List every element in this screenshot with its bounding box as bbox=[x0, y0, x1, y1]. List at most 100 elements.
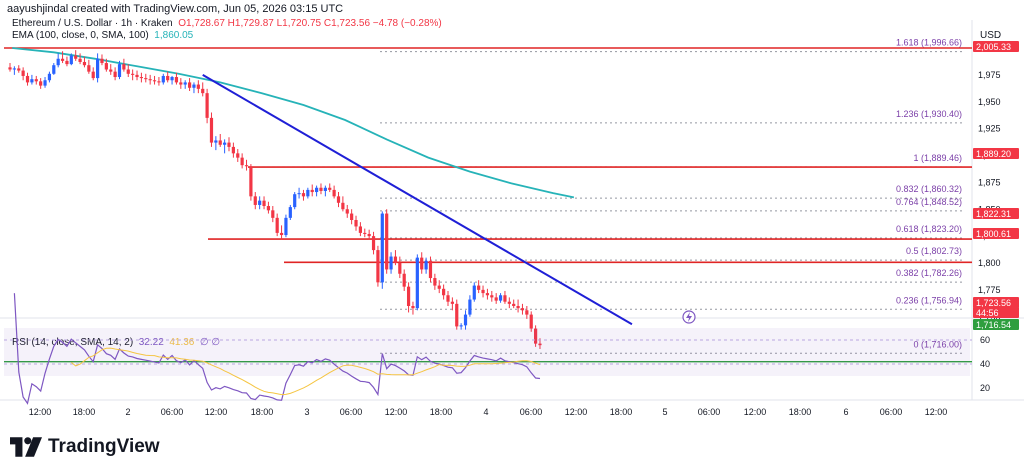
candle-body bbox=[358, 226, 362, 233]
candle-body bbox=[135, 74, 139, 78]
fib-level-label: 1.236 (1,930.40) bbox=[896, 109, 962, 119]
candle-body bbox=[345, 209, 349, 214]
fib-level-label: 0.5 (1,802.73) bbox=[906, 246, 962, 256]
candle-body bbox=[201, 88, 205, 94]
fib-level-label: 0 (1,716.00) bbox=[913, 339, 962, 349]
candle-body bbox=[113, 71, 117, 78]
fib-level-label: 0.832 (1,860.32) bbox=[896, 184, 962, 194]
candle-body bbox=[223, 142, 227, 145]
candle-body bbox=[122, 64, 126, 70]
ema-legend: EMA (100, close, 0, SMA, 100) 1,860.05 bbox=[12, 30, 193, 41]
time-tick-label: 18:00 bbox=[430, 407, 453, 417]
tradingview-logo-icon bbox=[10, 437, 42, 457]
price-badge bbox=[973, 41, 1019, 52]
rsi-band bbox=[4, 328, 970, 376]
candle-body bbox=[319, 187, 323, 191]
symbol-legend: Ethereum / U.S. Dollar · 1h · Kraken O1,… bbox=[12, 18, 442, 29]
candle-body bbox=[455, 303, 459, 327]
candle-body bbox=[315, 187, 319, 193]
candle-body bbox=[463, 314, 468, 326]
candle-body bbox=[196, 84, 200, 89]
price-tick-label: 1,925 bbox=[978, 124, 1001, 134]
rsi-extra: ∅ ∅ bbox=[199, 337, 221, 348]
rsi-legend: RSI (14, close, SMA, 14, 2) 32.22 41.36 … bbox=[12, 337, 220, 348]
candle-body bbox=[157, 81, 161, 83]
candle-body bbox=[310, 189, 314, 193]
price-badge bbox=[973, 307, 1019, 318]
candle-body bbox=[516, 306, 520, 309]
candle-body bbox=[144, 78, 148, 80]
candle-body bbox=[306, 189, 310, 197]
brand-name: TradingView bbox=[48, 436, 160, 457]
candle-body bbox=[249, 166, 253, 197]
price-badge bbox=[973, 297, 1019, 308]
time-tick-label: 12:00 bbox=[925, 407, 948, 417]
candle-body bbox=[231, 146, 235, 154]
candle-body bbox=[8, 67, 12, 70]
candle-body bbox=[376, 250, 380, 283]
candle-body bbox=[12, 68, 16, 70]
price-tick-label: 1,800 bbox=[978, 258, 1001, 268]
candle-body bbox=[393, 256, 398, 263]
time-tick-label: 06:00 bbox=[520, 407, 543, 417]
candle-body bbox=[117, 64, 122, 78]
candle-body bbox=[139, 77, 143, 79]
candle-body bbox=[214, 140, 218, 143]
time-tick-label: 6 bbox=[843, 407, 848, 417]
time-tick-label: 12:00 bbox=[565, 407, 588, 417]
candle-body bbox=[297, 193, 301, 195]
candle-body bbox=[74, 55, 78, 59]
time-tick-label: 12:00 bbox=[205, 407, 228, 417]
candle-body bbox=[109, 69, 113, 72]
candle-body bbox=[428, 260, 433, 279]
candle-body bbox=[47, 73, 52, 81]
candle-body bbox=[538, 343, 542, 346]
candle-body bbox=[34, 79, 38, 82]
candle-body bbox=[472, 285, 476, 300]
candle-body bbox=[371, 236, 376, 251]
currency-label: USD bbox=[980, 30, 1001, 41]
alert-icon bbox=[682, 310, 696, 324]
price-tick-label: 1,950 bbox=[978, 97, 1001, 107]
candle-body bbox=[82, 61, 87, 66]
candle-body bbox=[69, 55, 73, 65]
fib-level-label: 0.764 (1,848.52) bbox=[896, 197, 962, 207]
candle-body bbox=[336, 196, 341, 203]
candle-body bbox=[529, 314, 533, 329]
candle-body bbox=[494, 297, 498, 301]
time-tick-label: 06:00 bbox=[340, 407, 363, 417]
price-tick-label: 1,975 bbox=[978, 70, 1001, 80]
candle-body bbox=[43, 80, 47, 86]
tradingview-brand: TradingView bbox=[10, 436, 160, 458]
candle-body bbox=[236, 153, 240, 158]
candle-body bbox=[512, 303, 516, 306]
price-axis-bg bbox=[972, 0, 1024, 472]
candle-body bbox=[490, 295, 494, 298]
candle-body bbox=[380, 213, 384, 283]
price-tick-label: 1,850 bbox=[978, 204, 1001, 214]
candle-body bbox=[459, 325, 463, 327]
candle-body bbox=[209, 117, 214, 143]
price-badge bbox=[973, 208, 1019, 219]
candle-body bbox=[284, 217, 288, 236]
candle-body bbox=[148, 79, 152, 81]
price-badge bbox=[973, 228, 1019, 239]
candle-body bbox=[100, 58, 104, 64]
candle-body bbox=[350, 213, 354, 220]
time-tick-label: 12:00 bbox=[29, 407, 52, 417]
price-badge-label: 1,716.54 bbox=[976, 320, 1011, 330]
candle-body bbox=[293, 194, 297, 208]
price-badge-label: 1,822.31 bbox=[976, 209, 1011, 219]
candle-body bbox=[525, 310, 529, 315]
candle-body bbox=[78, 58, 82, 62]
byline: aayushjindal created with TradingView.co… bbox=[7, 3, 344, 15]
candle-body bbox=[21, 70, 25, 76]
candle-body bbox=[332, 189, 336, 197]
candle-body bbox=[152, 80, 157, 82]
candle-body bbox=[30, 79, 34, 83]
candle-body bbox=[266, 206, 271, 211]
ema-line bbox=[12, 47, 575, 199]
candle-body bbox=[25, 75, 30, 83]
